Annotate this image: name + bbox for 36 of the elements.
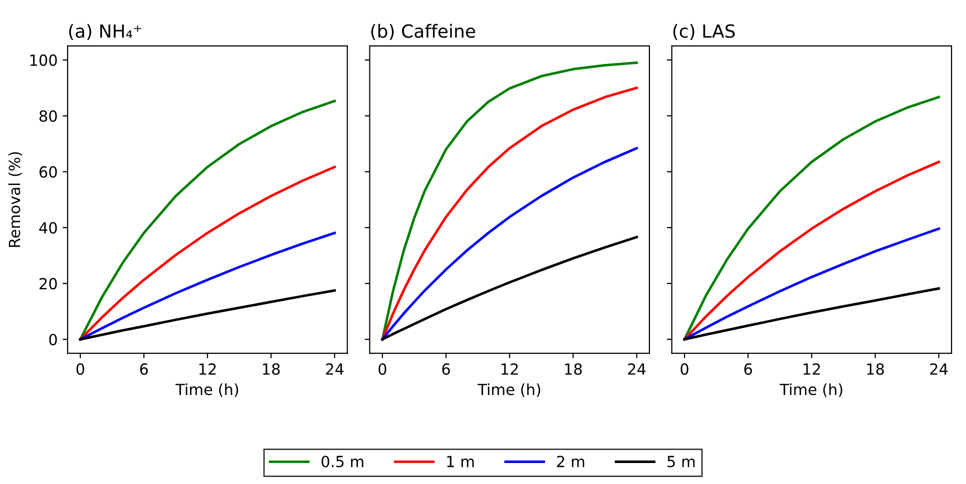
x-axis-title: Time (h): [176, 383, 238, 398]
x-tick-label: 12: [199, 363, 216, 375]
x-axis-title: Time (h): [780, 383, 842, 398]
legend-label: 0.5 m: [322, 456, 364, 468]
chart-title: (c) LAS: [673, 24, 735, 40]
y-tick-label: 0: [49, 334, 57, 346]
x-tick-label: 18: [263, 363, 280, 375]
x-tick-label: 6: [140, 363, 148, 375]
x-tick-label: 12: [502, 363, 518, 375]
x-tick-label: 0: [378, 363, 386, 375]
x-tick-label: 24: [628, 363, 646, 375]
legend-label: 1 m: [447, 456, 474, 468]
x-axis-title: Time (h): [478, 383, 540, 398]
y-axis-title: Removal (%): [8, 152, 22, 247]
x-tick-label: 18: [565, 363, 582, 375]
line-series: [79, 100, 336, 341]
x-tick-label: 24: [326, 363, 344, 375]
legend-label: 5 m: [668, 456, 695, 468]
legend-label: 2 m: [557, 456, 584, 468]
line-series: [79, 166, 336, 341]
chart-title: (b) Caffeine: [371, 24, 476, 40]
y-tick-label: 80: [39, 110, 57, 122]
x-tick-label: 24: [930, 363, 948, 375]
x-tick-label: 12: [804, 363, 820, 375]
y-tick-label: 60: [40, 166, 57, 178]
x-tick-label: 0: [76, 363, 84, 375]
line-series: [79, 232, 336, 341]
y-tick-label: 40: [39, 222, 57, 234]
x-tick-label: 18: [867, 363, 884, 375]
x-tick-label: 6: [744, 363, 752, 375]
y-tick-label: 20: [40, 278, 57, 290]
y-tick-label: 100: [30, 54, 57, 66]
x-tick-label: 6: [442, 363, 450, 375]
line-series: [79, 289, 336, 341]
x-tick-label: 0: [680, 363, 688, 375]
chart-title: (a) NH₄⁺: [69, 24, 142, 40]
